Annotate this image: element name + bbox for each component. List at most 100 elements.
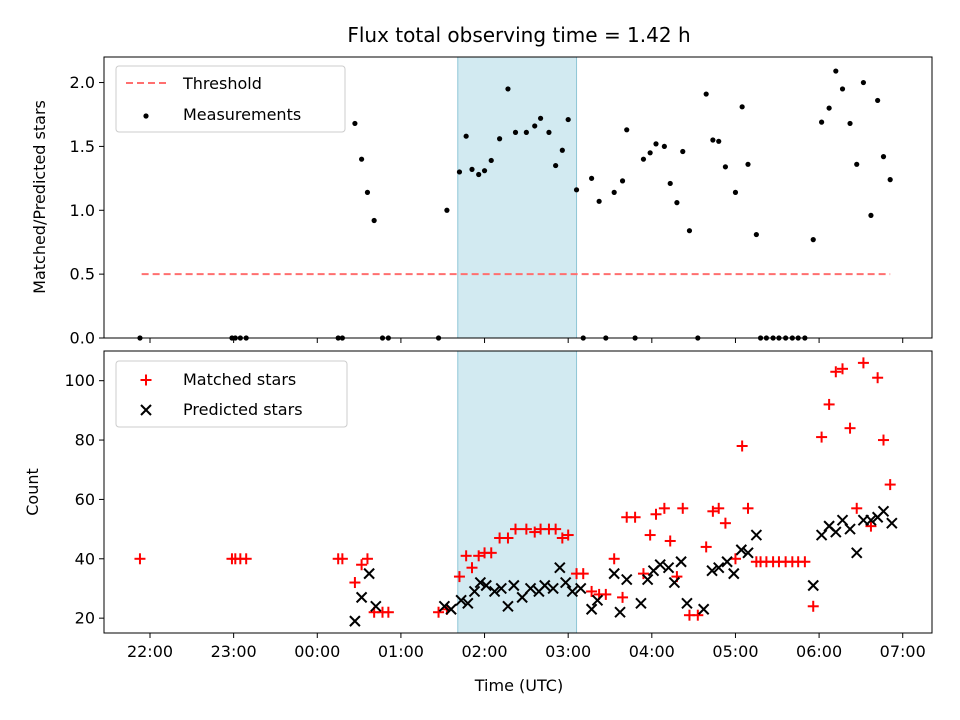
matched-star-point [134,553,146,565]
matched-star-point [577,568,589,580]
y-tick-label: 100 [64,371,95,390]
measurement-point [860,79,867,86]
matched-star-point [637,568,649,580]
measurement-point [596,198,602,204]
measurement-point [839,86,846,92]
observing-window-span [457,56,578,339]
legend-measurements-swatch [143,113,149,119]
measurement-point [444,207,450,213]
measurement-point [647,150,653,156]
predicted-star-point [721,556,733,568]
measurement-point [523,129,529,135]
bottom-legend: Matched stars Predicted stars [115,360,348,428]
predicted-star-point [480,579,492,592]
predicted-star-point [575,582,587,595]
matched-star-point [556,532,568,544]
measurement-point [589,175,595,181]
predicted-star-point [713,561,725,574]
x-tick-label: 04:00 [629,642,675,661]
measurement-point [661,143,667,150]
matched-star-point [857,357,869,369]
measurement-point [722,164,729,170]
matched-star-point [865,520,877,532]
predicted-star-point [877,505,890,518]
measurement-point [469,166,475,172]
predicted-star-point [675,556,687,568]
matched-star-point [877,434,889,446]
matched-star-point [713,502,725,514]
measurement-point [819,119,825,125]
y-tick-label: 20 [75,609,95,628]
matched-star-point [677,502,689,514]
measurement-point [680,148,686,155]
y-tick-label: 60 [75,490,95,509]
matched-star-point [562,529,574,541]
y-tick-label: 40 [75,549,95,568]
matched-star-point [460,550,472,562]
measurement-point [640,156,647,162]
measurement-point [565,116,571,123]
predicted-star-point [566,585,579,598]
matched-star-point [872,372,884,384]
matched-star-point [550,523,562,535]
legend-matched-swatch [140,374,152,386]
predicted-star-point [844,523,856,535]
measurement-point [710,137,716,143]
matched-star-point [617,591,629,603]
predicted-star-point [524,582,537,595]
x-tick-label: 06:00 [796,642,842,661]
predicted-star-point [886,517,898,529]
predicted-star-point [621,573,633,586]
legend-predicted-label: Predicted stars [183,400,303,419]
measurement-point [553,162,559,169]
predicted-star-point [468,585,481,598]
measurement-point [532,123,538,129]
measurement-point [624,127,630,133]
matched-star-point [509,523,521,535]
measurement-point [703,91,709,97]
x-tick-label: 00:00 [294,642,340,661]
matched-star-point [608,553,620,565]
top-y-axis-label: Matched/Predicted stars [30,100,49,294]
legend-frame [115,360,348,428]
measurement-point [497,136,503,142]
predicted-star-point [370,600,382,612]
x-tick-label: 03:00 [545,642,591,661]
measurement-point [686,228,693,234]
matched-star-point [729,553,741,565]
matched-star-point [433,606,445,618]
y-tick-label: 1.0 [70,201,95,220]
measurement-point [887,177,893,183]
measurement-point [739,104,745,110]
matched-star-point [658,502,670,514]
matched-star-point [240,553,252,565]
predicted-star-point [355,591,368,604]
measurement-point [456,169,463,175]
matched-star-point [473,550,485,562]
legend-frame [115,65,346,133]
matched-star-point [707,505,719,517]
matched-star-point [851,502,863,514]
matched-star-point [644,529,656,541]
measurement-point [364,189,371,195]
bottom-panel: 20 40 60 80 100 22:00 23:00 00:00 01:00 02:00 03:0… [64,350,933,661]
predicted-star-point [742,547,754,559]
measurement-point [619,178,626,184]
matched-star-point [520,523,532,535]
measurement-point [463,133,469,139]
legend-measurements-label: Measurements [183,105,301,124]
measurement-point [573,187,580,193]
predicted-star-point [554,561,566,574]
measurement-point [546,129,552,135]
predicted-star-point [438,600,451,612]
measurement-point [481,168,488,174]
matched-star-point [742,502,754,514]
predicted-star-point [735,544,748,556]
matched-star-point [736,440,748,452]
predicted-star-point [445,603,457,615]
x-tick-label: 02:00 [461,642,507,661]
predicted-star-point [851,547,863,559]
measurement-point [371,217,377,224]
measurement-point [653,141,659,147]
matched-star-point [830,366,842,378]
